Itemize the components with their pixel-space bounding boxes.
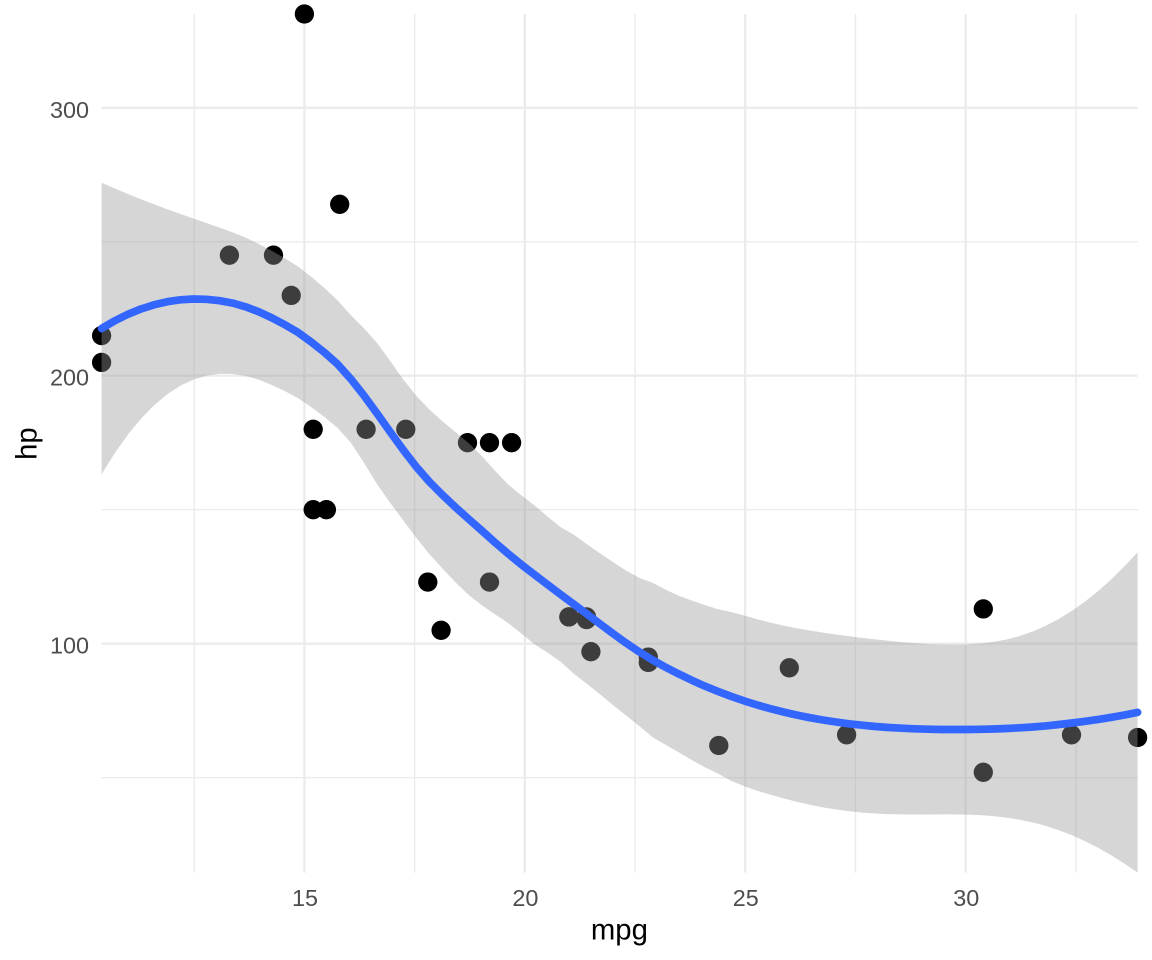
svg-text:25: 25 [733,885,759,911]
svg-text:20: 20 [512,885,538,911]
svg-text:30: 30 [953,885,979,911]
svg-text:15: 15 [292,885,318,911]
svg-text:200: 200 [50,365,89,391]
svg-text:hp: hp [11,427,44,460]
svg-text:100: 100 [50,633,89,659]
svg-text:mpg: mpg [591,914,648,947]
svg-text:300: 300 [50,97,89,123]
